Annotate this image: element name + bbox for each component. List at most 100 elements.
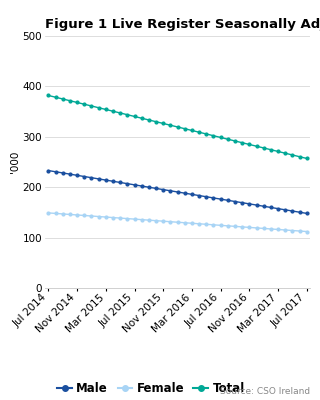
Total [161,121,165,126]
Male [97,176,100,181]
Male [169,188,172,193]
Total [46,93,50,98]
Total [190,128,194,133]
Male [161,187,165,192]
Total [111,109,115,114]
Male [269,205,273,210]
Total [75,100,79,105]
Male [276,206,280,211]
Total [226,137,230,142]
Female [46,210,50,215]
Total [233,138,237,143]
Total [183,126,187,131]
Female [233,224,237,229]
Total [204,132,208,136]
Male [240,200,244,205]
Male [54,169,58,174]
Total [54,95,58,100]
Female [111,215,115,220]
Male [226,198,230,203]
Legend: Male, Female, Total: Male, Female, Total [53,377,249,400]
Male [176,190,180,194]
Female [212,222,215,227]
Female [169,219,172,224]
Female [283,228,287,232]
Total [154,119,158,124]
Female [54,211,58,216]
Female [161,219,165,224]
Male [154,186,158,191]
Total [118,110,122,115]
Total [269,147,273,152]
Female [298,229,301,234]
Total [305,156,309,161]
Total [197,130,201,135]
Total [169,123,172,128]
Female [240,224,244,229]
Female [90,214,93,218]
Y-axis label: '000: '000 [10,151,20,173]
Male [204,194,208,199]
Female [197,221,201,226]
Text: Source: CSO Ireland: Source: CSO Ireland [220,387,310,396]
Male [283,208,287,212]
Female [226,224,230,228]
Female [104,215,108,220]
Total [68,98,72,103]
Female [154,218,158,223]
Male [255,203,259,208]
Male [140,184,144,188]
Male [132,182,136,187]
Total [247,142,251,147]
Male [197,193,201,198]
Total [61,96,65,101]
Female [176,220,180,225]
Male [219,197,223,202]
Female [247,225,251,230]
Total [212,133,215,138]
Total [82,102,86,107]
Female [305,229,309,234]
Female [140,217,144,222]
Male [305,211,309,216]
Male [104,178,108,182]
Female [262,226,266,231]
Line: Total: Total [47,94,308,160]
Male [212,196,215,200]
Total [298,154,301,159]
Female [147,218,151,222]
Male [75,173,79,178]
Total [262,146,266,150]
Total [125,112,129,117]
Female [118,216,122,220]
Female [97,214,100,219]
Line: Female: Female [47,212,308,233]
Male [262,204,266,209]
Female [82,213,86,218]
Male [147,185,151,190]
Female [204,222,208,227]
Total [255,144,259,149]
Female [68,212,72,217]
Male [46,168,50,173]
Female [269,226,273,231]
Total [283,151,287,156]
Total [240,140,244,145]
Male [291,209,294,214]
Male [111,179,115,184]
Male [118,180,122,185]
Female [125,216,129,221]
Total [90,104,93,108]
Male [68,172,72,176]
Male [90,175,93,180]
Male [183,191,187,196]
Male [125,181,129,186]
Total [104,107,108,112]
Female [276,227,280,232]
Total [219,135,223,140]
Female [183,220,187,225]
Total [147,118,151,122]
Total [97,105,100,110]
Female [132,217,136,222]
Female [61,212,65,216]
